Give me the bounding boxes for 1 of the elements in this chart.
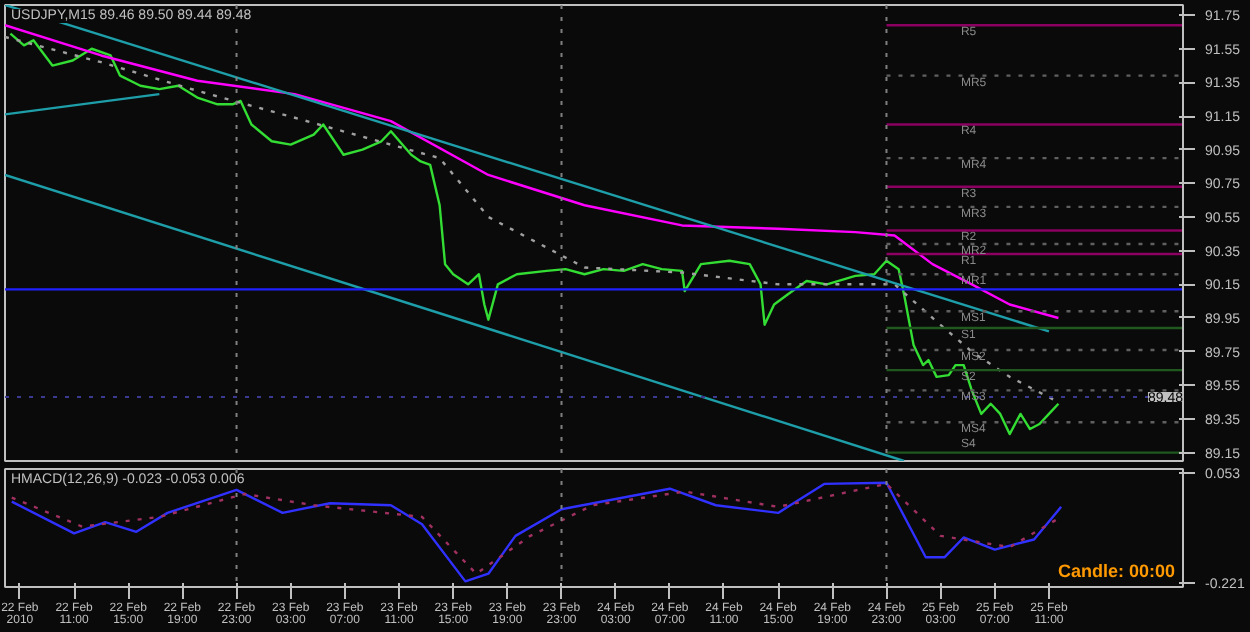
- annotation: Candle: 00:00: [1057, 561, 1176, 581]
